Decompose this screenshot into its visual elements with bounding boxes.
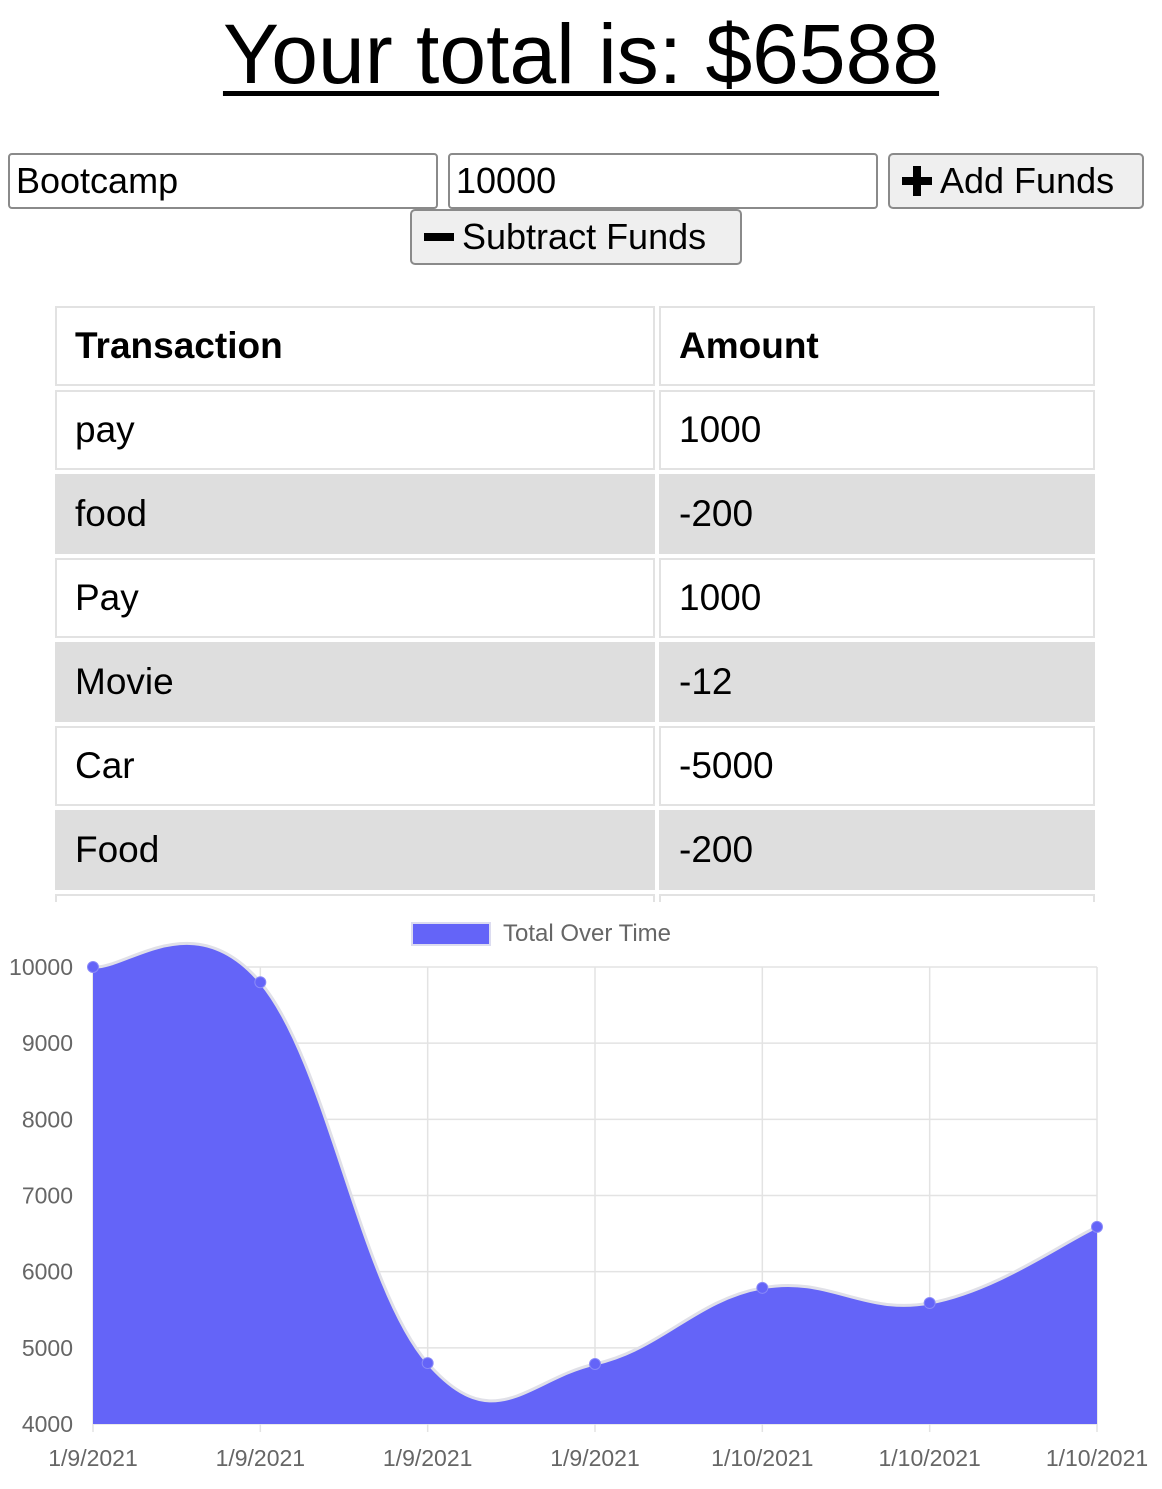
series-points <box>87 961 1103 1370</box>
row-transaction-name-partial <box>55 894 655 902</box>
row-transaction-name: food <box>55 474 655 554</box>
table-row: Movie -12 <box>55 642 1095 722</box>
data-point <box>756 1281 769 1294</box>
y-tick-label: 9000 <box>22 1030 73 1056</box>
data-point <box>923 1297 936 1310</box>
column-header-transaction: Transaction <box>55 306 655 386</box>
y-tick-label: 5000 <box>22 1335 73 1361</box>
row-amount: -12 <box>659 642 1095 722</box>
transaction-amount-input[interactable] <box>448 153 878 209</box>
y-axis-ticks: 10000 9000 8000 7000 6000 5000 4000 <box>9 954 73 1437</box>
legend-label: Total Over Time <box>502 920 672 947</box>
row-amount: -5000 <box>659 726 1095 806</box>
y-tick-label: 7000 <box>22 1183 73 1209</box>
add-funds-button[interactable]: Add Funds <box>888 153 1144 209</box>
add-funds-label: Add Funds <box>940 160 1115 201</box>
column-header-amount: Amount <box>659 306 1095 386</box>
x-tick-label: 1/10/2021 <box>879 1445 981 1471</box>
row-amount: -200 <box>659 810 1095 890</box>
page-title: Your total is: $6588 <box>222 7 940 101</box>
row-transaction-name: Car <box>55 726 655 806</box>
y-tick-label: 4000 <box>22 1411 73 1437</box>
table-row: Food -200 <box>55 810 1095 890</box>
table-row: pay 1000 <box>55 390 1095 470</box>
data-point <box>87 961 99 973</box>
row-amount: 1000 <box>659 558 1095 638</box>
row-transaction-name: Pay <box>55 558 655 638</box>
table-row: food -200 <box>55 474 1095 554</box>
y-tick-label: 6000 <box>22 1259 73 1285</box>
data-point <box>421 1357 434 1370</box>
chart-legend[interactable]: Total Over Time <box>0 920 1162 948</box>
row-amount: 1000 <box>659 390 1095 470</box>
y-tick-label: 10000 <box>9 954 73 980</box>
table-row: Pay 1000 <box>55 558 1095 638</box>
row-transaction-name: Food <box>55 810 655 890</box>
transaction-name-input[interactable] <box>8 153 438 209</box>
x-tick-label: 1/9/2021 <box>550 1445 640 1471</box>
y-tick-label: 8000 <box>22 1106 73 1132</box>
series-area <box>93 943 1097 1424</box>
row-transaction-name: Movie <box>55 642 655 722</box>
data-point <box>1091 1220 1103 1233</box>
plus-icon <box>902 166 932 196</box>
x-axis-ticks: 1/9/2021 1/9/2021 1/9/2021 1/9/2021 1/10/202… <box>48 1445 1148 1471</box>
legend-swatch <box>410 922 491 946</box>
minus-icon <box>424 222 454 252</box>
row-amount: -200 <box>659 474 1095 554</box>
x-tick-label: 1/9/2021 <box>216 1445 306 1471</box>
x-tick-label: 1/10/2021 <box>711 1445 813 1471</box>
table-row: Car -5000 <box>55 726 1095 806</box>
data-point <box>254 976 267 989</box>
data-point <box>589 1357 601 1370</box>
table-row <box>55 894 1095 902</box>
row-amount-partial <box>659 894 1095 902</box>
transactions-table: Transaction Amount pay 1000 food -200 Pa… <box>55 306 1095 902</box>
x-tick-label: 1/9/2021 <box>383 1445 473 1471</box>
subtract-funds-label: Subtract Funds <box>462 216 707 257</box>
subtract-funds-button[interactable]: Subtract Funds <box>410 209 742 265</box>
x-tick-label: 1/10/2021 <box>1046 1445 1148 1471</box>
row-transaction-name: pay <box>55 390 655 470</box>
x-tick-label: 1/9/2021 <box>48 1445 138 1471</box>
